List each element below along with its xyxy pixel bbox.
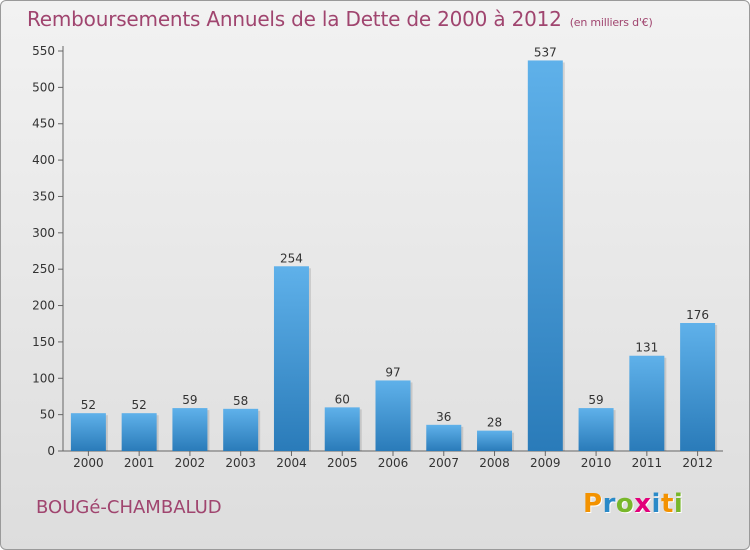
bars (70, 60, 718, 452)
y-tick-label: 50 (40, 408, 55, 422)
chart-title-text: Remboursements Annuels de la Dette de 20… (27, 7, 562, 31)
x-tick-label: 2001 (124, 456, 155, 470)
data-label: 28 (487, 416, 502, 430)
x-tick-label: 2002 (175, 456, 206, 470)
bar (578, 408, 614, 451)
y-tick-label: 450 (32, 117, 55, 131)
chart-unit: (en milliers d'€) (569, 16, 653, 29)
bar (121, 413, 157, 451)
data-label: 131 (635, 341, 658, 355)
x-tick-label: 2007 (428, 456, 459, 470)
x-tick-label: 2005 (327, 456, 358, 470)
x-tick-label: 2009 (530, 456, 561, 470)
bar (527, 60, 563, 452)
data-label: 52 (132, 398, 147, 412)
data-labels: 52 52 59 58 254 60 97 36 28 537 59 131 176 (81, 45, 709, 429)
x-tick-label: 2006 (378, 456, 409, 470)
data-label: 58 (233, 394, 248, 408)
bar (477, 430, 513, 451)
logo-letter: i (673, 489, 684, 519)
y-tick-label: 100 (32, 371, 55, 385)
bar (70, 413, 106, 451)
chart-title: Remboursements Annuels de la Dette de 20… (27, 7, 653, 31)
bar (324, 407, 360, 451)
axes: 0 50 100 150 200 250 300 350 400 450 500 550 2000 200… (32, 44, 723, 470)
y-tick-label: 300 (32, 226, 55, 240)
x-tick-label: 2004 (276, 456, 307, 470)
bar (172, 408, 208, 451)
y-tick-label: 550 (32, 44, 55, 58)
data-label: 254 (280, 251, 303, 265)
y-tick-label: 0 (47, 444, 55, 458)
x-tick-label: 2000 (73, 456, 104, 470)
logo-letter: t (660, 489, 674, 519)
commune-name: BOUGé-CHAMBALUD (36, 497, 222, 518)
logo-letter: r (602, 489, 616, 519)
y-tick-label: 250 (32, 262, 55, 276)
bar (223, 408, 259, 451)
data-label: 97 (385, 365, 400, 379)
bar (629, 355, 665, 451)
x-tick-label: 2012 (682, 456, 713, 470)
data-label: 52 (81, 398, 96, 412)
bar (426, 424, 462, 451)
y-tick-label: 500 (32, 80, 55, 94)
data-label: 59 (588, 393, 603, 407)
y-tick-label: 350 (32, 189, 55, 203)
y-tick-label: 400 (32, 153, 55, 167)
logo-letter: o (615, 489, 635, 519)
data-label: 176 (686, 308, 709, 322)
y-tick-label: 200 (32, 299, 55, 313)
bar (273, 266, 309, 451)
bar (680, 323, 716, 451)
x-tick-label: 2010 (581, 456, 612, 470)
data-label: 60 (335, 392, 350, 406)
bar (375, 380, 411, 451)
data-label: 36 (436, 410, 451, 424)
data-label: 59 (182, 393, 197, 407)
logo-letter: x (634, 489, 652, 519)
x-tick-label: 2008 (479, 456, 510, 470)
proxiti-logo: Proxiti (583, 489, 683, 519)
logo-letter: i (651, 489, 661, 519)
x-tick-label: 2003 (225, 456, 256, 470)
x-tick-label: 2011 (632, 456, 663, 470)
logo-letter: P (583, 489, 603, 519)
y-tick-label: 150 (32, 335, 55, 349)
data-label: 537 (534, 45, 557, 59)
